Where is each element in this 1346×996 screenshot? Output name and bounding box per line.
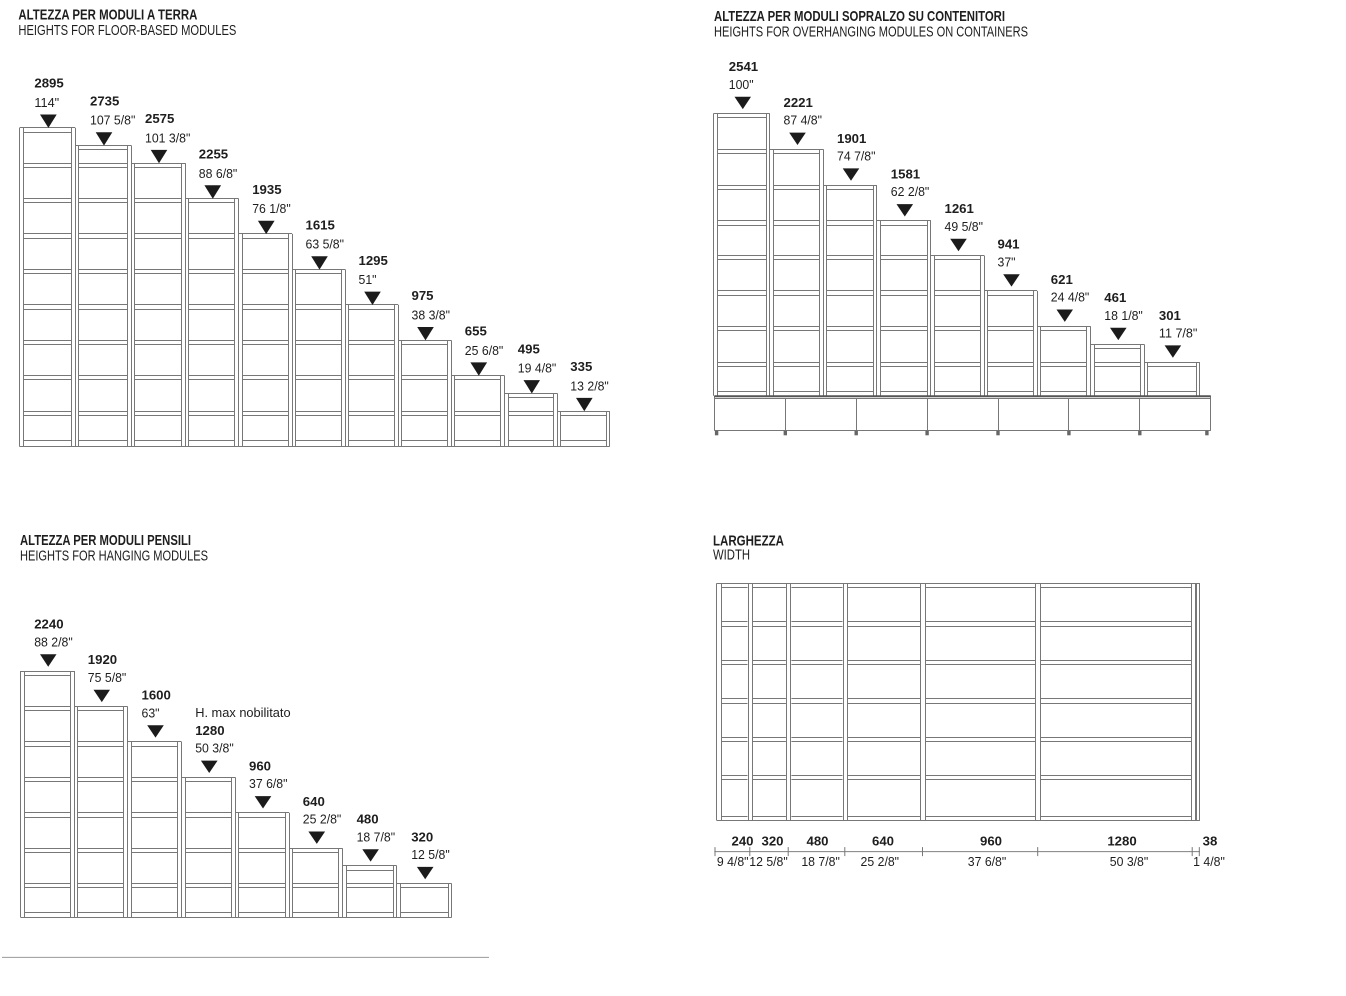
svg-text:2255: 2255 bbox=[199, 147, 228, 162]
svg-text:495: 495 bbox=[518, 341, 540, 356]
svg-text:1615: 1615 bbox=[306, 217, 335, 232]
svg-text:1600: 1600 bbox=[142, 688, 171, 703]
svg-text:74 7/8": 74 7/8" bbox=[837, 149, 876, 164]
svg-text:12 5/8": 12 5/8" bbox=[749, 854, 788, 869]
svg-text:941: 941 bbox=[998, 237, 1020, 252]
svg-text:LARGHEZZA: LARGHEZZA bbox=[713, 534, 784, 550]
svg-text:480: 480 bbox=[806, 834, 828, 849]
svg-text:18 7/8": 18 7/8" bbox=[357, 829, 396, 844]
svg-text:50 3/8": 50 3/8" bbox=[1110, 854, 1149, 869]
svg-text:975: 975 bbox=[412, 288, 434, 303]
svg-text:HEIGHTS FOR HANGING MODULES: HEIGHTS FOR HANGING MODULES bbox=[20, 548, 208, 564]
svg-text:25 2/8": 25 2/8" bbox=[861, 854, 900, 869]
svg-text:25 2/8": 25 2/8" bbox=[303, 812, 342, 827]
svg-text:335: 335 bbox=[570, 359, 592, 374]
svg-text:1581: 1581 bbox=[891, 167, 920, 182]
svg-text:1280: 1280 bbox=[1107, 834, 1136, 849]
svg-text:9 4/8": 9 4/8" bbox=[717, 854, 749, 869]
svg-text:100": 100" bbox=[729, 77, 754, 92]
svg-text:12 5/8": 12 5/8" bbox=[411, 847, 450, 862]
svg-text:ALTEZZA PER MODULI A TERRA: ALTEZZA PER MODULI A TERRA bbox=[18, 7, 197, 23]
svg-text:1920: 1920 bbox=[88, 652, 117, 667]
svg-text:H. max nobilitato: H. max nobilitato bbox=[195, 705, 290, 720]
svg-text:50 3/8": 50 3/8" bbox=[195, 741, 234, 756]
svg-text:37 6/8": 37 6/8" bbox=[968, 854, 1007, 869]
svg-text:101 3/8": 101 3/8" bbox=[145, 130, 191, 145]
svg-text:640: 640 bbox=[872, 834, 894, 849]
svg-text:1 4/8": 1 4/8" bbox=[1193, 854, 1225, 869]
svg-text:1261: 1261 bbox=[945, 201, 974, 216]
svg-text:25 6/8": 25 6/8" bbox=[465, 343, 504, 358]
svg-text:51": 51" bbox=[359, 272, 377, 287]
svg-text:ALTEZZA PER MODULI SOPRALZO SU: ALTEZZA PER MODULI SOPRALZO SU CONTENITO… bbox=[714, 9, 1005, 25]
svg-text:1280: 1280 bbox=[195, 723, 224, 738]
svg-text:87 4/8": 87 4/8" bbox=[784, 113, 823, 128]
svg-text:75 5/8": 75 5/8" bbox=[88, 670, 127, 685]
svg-text:76 1/8": 76 1/8" bbox=[252, 201, 291, 216]
svg-text:18 1/8": 18 1/8" bbox=[1104, 308, 1143, 323]
svg-text:480: 480 bbox=[357, 812, 379, 827]
svg-text:ALTEZZA PER MODULI PENSILI: ALTEZZA PER MODULI PENSILI bbox=[20, 533, 191, 549]
svg-text:1935: 1935 bbox=[252, 182, 281, 197]
svg-text:24 4/8": 24 4/8" bbox=[1051, 290, 1090, 305]
svg-text:107 5/8": 107 5/8" bbox=[90, 113, 136, 128]
svg-text:2221: 2221 bbox=[784, 95, 813, 110]
svg-text:HEIGHTS FOR OVERHANGING MODULE: HEIGHTS FOR OVERHANGING MODULES ON CONTA… bbox=[714, 25, 1028, 41]
svg-text:114": 114" bbox=[34, 95, 59, 110]
svg-text:38: 38 bbox=[1203, 834, 1218, 849]
svg-text:38 3/8": 38 3/8" bbox=[412, 308, 451, 323]
svg-text:2895: 2895 bbox=[34, 76, 63, 91]
svg-text:1295: 1295 bbox=[359, 253, 388, 268]
svg-text:461: 461 bbox=[1104, 290, 1126, 305]
svg-text:301: 301 bbox=[1159, 308, 1181, 323]
svg-text:49 5/8": 49 5/8" bbox=[945, 219, 984, 234]
svg-text:HEIGHTS FOR FLOOR-BASED MODULE: HEIGHTS FOR FLOOR-BASED MODULES bbox=[18, 23, 236, 39]
svg-text:2541: 2541 bbox=[729, 59, 758, 74]
svg-text:WIDTH: WIDTH bbox=[713, 548, 750, 564]
svg-text:960: 960 bbox=[980, 834, 1002, 849]
svg-text:2240: 2240 bbox=[34, 617, 63, 632]
svg-text:63 5/8": 63 5/8" bbox=[306, 237, 345, 252]
svg-text:88 2/8": 88 2/8" bbox=[34, 634, 73, 649]
svg-text:18 7/8": 18 7/8" bbox=[801, 854, 840, 869]
svg-text:960: 960 bbox=[249, 759, 271, 774]
svg-text:240: 240 bbox=[731, 834, 753, 849]
svg-text:320: 320 bbox=[761, 834, 783, 849]
svg-text:37": 37" bbox=[998, 254, 1016, 269]
svg-text:37 6/8": 37 6/8" bbox=[249, 776, 288, 791]
svg-text:1901: 1901 bbox=[837, 131, 866, 146]
svg-text:2575: 2575 bbox=[145, 111, 174, 126]
svg-text:621: 621 bbox=[1051, 272, 1073, 287]
svg-text:62 2/8": 62 2/8" bbox=[891, 184, 930, 199]
svg-text:13 2/8": 13 2/8" bbox=[570, 378, 609, 393]
svg-text:320: 320 bbox=[411, 829, 433, 844]
svg-text:640: 640 bbox=[303, 794, 325, 809]
svg-text:63": 63" bbox=[142, 705, 160, 720]
svg-text:655: 655 bbox=[465, 324, 487, 339]
svg-text:2735: 2735 bbox=[90, 93, 119, 108]
svg-text:88 6/8": 88 6/8" bbox=[199, 166, 238, 181]
svg-text:19 4/8": 19 4/8" bbox=[518, 361, 557, 376]
svg-text:11 7/8": 11 7/8" bbox=[1159, 326, 1198, 341]
